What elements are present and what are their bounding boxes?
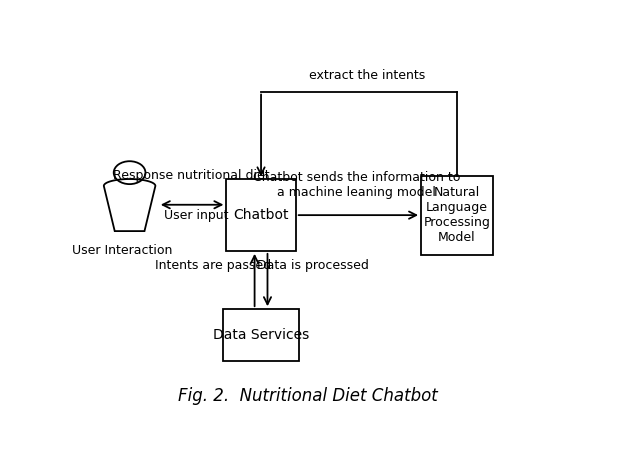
Text: Data Services: Data Services	[213, 328, 309, 342]
Text: Response nutritional diet: Response nutritional diet	[113, 169, 270, 182]
Text: User Interaction: User Interaction	[72, 245, 172, 258]
Text: extract the intents: extract the intents	[308, 69, 425, 82]
Text: User input: User input	[164, 209, 229, 222]
Text: Chatbot: Chatbot	[234, 208, 289, 222]
Bar	[223, 309, 300, 361]
Text: Chatbot sends the information to
a machine leaning model: Chatbot sends the information to a machi…	[253, 171, 460, 199]
Text: Natural
Language
Processing
Model: Natural Language Processing Model	[424, 186, 490, 244]
Bar	[227, 179, 296, 251]
Text: Data is processed: Data is processed	[257, 259, 369, 272]
Text: Fig. 2.  Nutritional Diet Chatbot: Fig. 2. Nutritional Diet Chatbot	[179, 387, 438, 405]
Bar	[421, 176, 493, 254]
Text: Intents are passed: Intents are passed	[155, 259, 271, 272]
